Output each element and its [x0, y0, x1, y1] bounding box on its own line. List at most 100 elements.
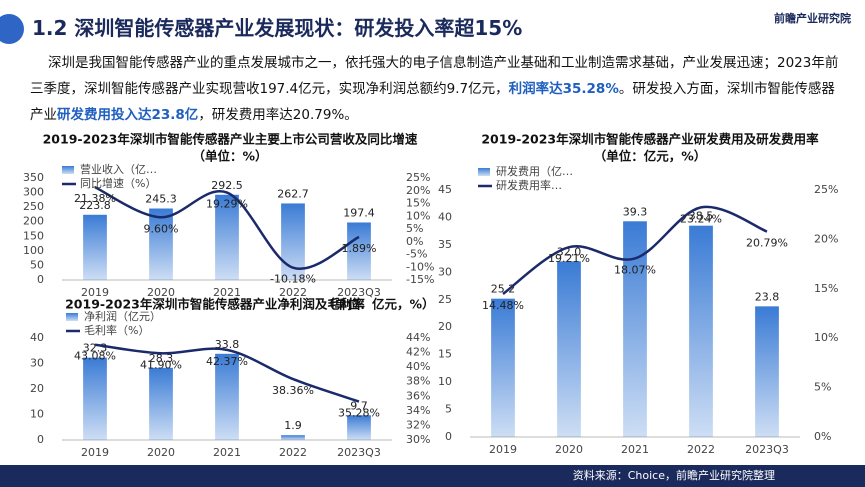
legend-label: 研发费用（亿… — [496, 164, 573, 178]
bar-value-label: 1.9 — [284, 419, 302, 432]
y-tick-label: 200 — [23, 215, 44, 228]
y2-tick-label: 10% — [814, 331, 838, 344]
y2-tick-label: 30% — [406, 433, 430, 446]
line — [94, 186, 360, 271]
line — [502, 205, 768, 295]
paragraph-segment: 深圳是我国智能传感器产业的重点发展城市之一，依托强大的电子信息制造产业基础和工业… — [30, 55, 839, 97]
legend-swatch — [66, 313, 78, 321]
bar-value-label: 197.4 — [343, 206, 375, 219]
y2-tick-label: 0% — [814, 430, 831, 443]
bar-value-label: 23.8 — [755, 290, 780, 303]
y-tick-label: 10 — [438, 375, 452, 388]
y2-tick-label: 20% — [814, 232, 838, 245]
y-tick-label: 100 — [23, 244, 44, 257]
x-tick-label: 2022 — [687, 443, 715, 456]
paragraph-segment: 研发费用投入达23.8亿 — [57, 107, 199, 123]
y2-tick-label: 42% — [406, 346, 430, 359]
bar-value-label: 223.8 — [79, 199, 111, 212]
bar-value-label: 292.5 — [211, 179, 243, 192]
bar-value-label: 38.5 — [689, 210, 714, 223]
legend-swatch — [62, 166, 74, 174]
line-value-label: 19.21% — [548, 252, 590, 265]
bar — [491, 298, 515, 437]
bar — [623, 221, 647, 437]
y-tick-label: 50 — [30, 258, 44, 271]
y-tick-label: 0 — [445, 430, 452, 443]
line-value-label: 35.28% — [338, 407, 380, 420]
y-tick-label: 250 — [23, 200, 44, 213]
bar-value-label: 245.3 — [145, 193, 177, 206]
bar-value-label: 28.3 — [149, 352, 174, 365]
y2-tick-label: 25% — [406, 171, 430, 184]
x-tick-label: 2023Q3 — [337, 446, 381, 459]
y2-tick-label: 36% — [406, 389, 430, 402]
x-tick-label: 2019 — [81, 286, 109, 299]
bar — [347, 222, 371, 280]
line-value-label: 19.29% — [206, 198, 248, 211]
x-tick-label: 2020 — [147, 286, 175, 299]
y-tick-label: 10 — [30, 408, 44, 421]
bar — [215, 194, 239, 280]
y-tick-label: 5 — [445, 403, 452, 416]
y-tick-label: 45 — [438, 183, 452, 196]
y2-tick-label: 15% — [814, 282, 838, 295]
paragraph-segment: ，研发费用率达20.79%。 — [198, 107, 358, 123]
line-value-label: 42.37% — [206, 355, 248, 368]
y-tick-label: 40 — [438, 210, 452, 223]
x-tick-label: 2021 — [213, 446, 241, 459]
bar — [557, 261, 581, 437]
chart-title: 2019-2023年深圳市智能传感器产业净利润及毛利率 — [65, 297, 365, 312]
footer: 资料来源：Choice，前瞻产业研究院整理 — [0, 465, 865, 487]
line-value-label: -10.18% — [270, 273, 316, 286]
x-tick-label: 2020 — [555, 443, 583, 456]
bar-value-label: 39.3 — [623, 205, 648, 218]
y2-tick-label: 20% — [406, 184, 430, 197]
y2-tick-label: 38% — [406, 375, 430, 388]
y2-tick-label: 25% — [814, 183, 838, 196]
x-tick-label: 2021 — [213, 286, 241, 299]
legend-swatch — [478, 168, 490, 176]
line-value-label: 20.79% — [746, 237, 788, 250]
line-value-label: 41.90% — [140, 358, 182, 371]
header-title: 1.2 深圳智能传感器产业发展现状：研发投入率超15% — [32, 16, 523, 40]
y-tick-label: 20 — [30, 382, 44, 395]
y-tick-label: 0 — [37, 433, 44, 446]
y-tick-label: 15 — [438, 348, 452, 361]
y2-tick-label: -15% — [406, 273, 434, 286]
bar — [281, 435, 305, 440]
y-tick-label: 150 — [23, 229, 44, 242]
y2-tick-label: -10% — [406, 260, 434, 273]
charts: 2019-2023年深圳市智能传感器产业主要上市公司营收及同比增速 （单位：%） 0… — [23, 132, 838, 460]
bar — [281, 203, 305, 280]
y2-tick-label: 44% — [406, 331, 430, 344]
bar-value-label: 25.2 — [491, 283, 516, 296]
y-tick-label: 35 — [438, 238, 452, 251]
legend-label: 净利润（亿元） — [84, 309, 161, 323]
paragraph-segment: 利润率达35.28% — [508, 81, 619, 97]
line-value-label: 18.07% — [614, 263, 656, 276]
header-dot — [0, 14, 24, 44]
legend-label: 营业收入（亿… — [80, 162, 157, 176]
logo: 前瞻产业研究院 — [774, 12, 851, 25]
y2-tick-label: 0% — [406, 235, 423, 248]
line-value-label: 14.48% — [482, 299, 524, 312]
chart-subtitle: （单位：亿元，%） — [322, 297, 435, 312]
x-tick-label: 2023Q3 — [745, 443, 789, 456]
x-tick-label: 2022 — [279, 286, 307, 299]
bar — [755, 306, 779, 437]
chart-subtitle: （单位：%） — [192, 149, 267, 164]
y2-tick-label: -5% — [406, 248, 427, 261]
line-value-label: 21.38% — [74, 192, 116, 205]
y2-tick-label: 5% — [814, 381, 831, 394]
bar-value-label: 262.7 — [277, 187, 309, 200]
line-value-label: 23.24% — [680, 212, 722, 225]
x-tick-label: 2019 — [489, 443, 517, 456]
chart-title: 2019-2023年深圳市智能传感器产业研发费用及研发费用率 — [481, 132, 819, 147]
y2-tick-label: 32% — [406, 418, 430, 431]
y-tick-label: 25 — [438, 293, 452, 306]
y2-tick-label: 5% — [406, 222, 423, 235]
x-tick-label: 2023Q3 — [337, 286, 381, 299]
y-tick-label: 30 — [438, 265, 452, 278]
legend-label: 同比增速（%） — [80, 176, 156, 190]
